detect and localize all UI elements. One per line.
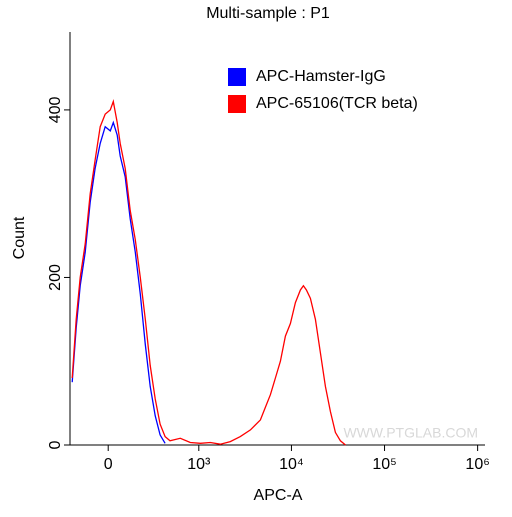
x-tick-label: 10³: [187, 456, 211, 473]
x-axis-label: APC-A: [254, 487, 303, 504]
x-tick-label: 0: [104, 456, 113, 473]
x-tick-label: 10⁶: [465, 456, 489, 473]
watermark: WWW.PTGLAB.COM: [343, 425, 478, 441]
histogram-line: [71, 120, 166, 444]
y-tick-label: 200: [47, 264, 64, 291]
y-tick-label: 400: [47, 96, 64, 123]
x-tick-label: 10⁴: [279, 456, 304, 473]
chart-title: Multi-sample : P1: [206, 5, 330, 22]
legend-swatch: [228, 68, 246, 86]
x-tick-label: 10⁵: [372, 456, 396, 473]
y-axis-label: Count: [11, 216, 28, 259]
legend-swatch: [228, 95, 246, 113]
legend-label: APC-65106(TCR beta): [256, 95, 418, 112]
y-tick-label: 0: [47, 440, 64, 449]
histogram-line: [71, 99, 346, 446]
legend-label: APC-Hamster-IgG: [256, 68, 386, 85]
